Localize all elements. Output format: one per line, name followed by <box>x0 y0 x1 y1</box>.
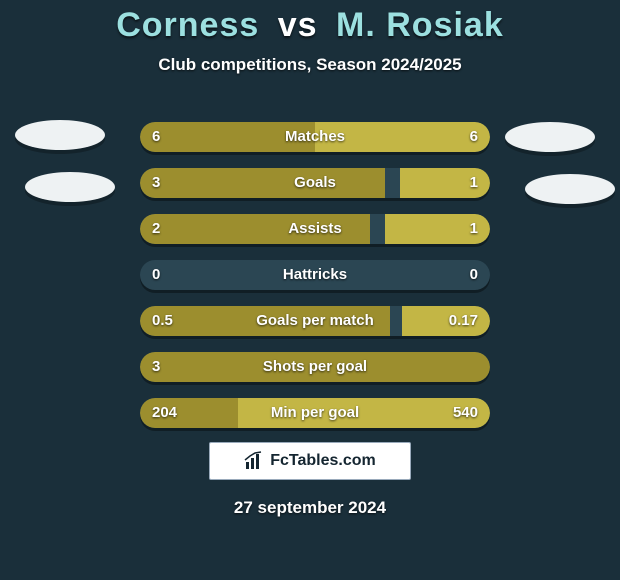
player-disc <box>525 174 615 204</box>
stat-row: 204Min per goal540 <box>140 398 490 428</box>
stat-right-value: 0 <box>470 260 478 290</box>
player1-name: Corness <box>116 6 259 44</box>
chart-icon <box>244 451 264 471</box>
stat-right-value: 1 <box>470 214 478 244</box>
player-disc <box>505 122 595 152</box>
brand-text: FcTables.com <box>270 452 376 470</box>
player-disc <box>15 120 105 150</box>
stat-label: Assists <box>140 214 490 244</box>
stat-row: 2Assists1 <box>140 214 490 244</box>
stat-label: Matches <box>140 122 490 152</box>
stat-right-value: 0.17 <box>449 306 478 336</box>
stat-row: 3Goals1 <box>140 168 490 198</box>
subtitle: Club competitions, Season 2024/2025 <box>0 55 620 75</box>
stat-row: 0.5Goals per match0.17 <box>140 306 490 336</box>
player2-name: M. Rosiak <box>336 6 504 44</box>
stat-row: 0Hattricks0 <box>140 260 490 290</box>
stat-right-value: 1 <box>470 168 478 198</box>
stat-right-value: 540 <box>453 398 478 428</box>
stat-row: 6Matches6 <box>140 122 490 152</box>
stat-label: Goals per match <box>140 306 490 336</box>
stat-label: Hattricks <box>140 260 490 290</box>
stat-label: Goals <box>140 168 490 198</box>
stat-label: Shots per goal <box>140 352 490 382</box>
footer-date: 27 september 2024 <box>0 498 620 518</box>
stat-bars: 6Matches6 3Goals1 2Assists1 0Hattricks0 0.5G… <box>140 122 490 444</box>
stat-row: 3Shots per goal <box>140 352 490 382</box>
player-disc <box>25 172 115 202</box>
stat-right-value: 6 <box>470 122 478 152</box>
vs-label: vs <box>278 6 318 44</box>
comparison-card: Corness vs M. Rosiak Club competitions, … <box>0 0 620 580</box>
brand-badge: FcTables.com <box>209 442 411 480</box>
title: Corness vs M. Rosiak <box>0 0 620 45</box>
stat-label: Min per goal <box>140 398 490 428</box>
